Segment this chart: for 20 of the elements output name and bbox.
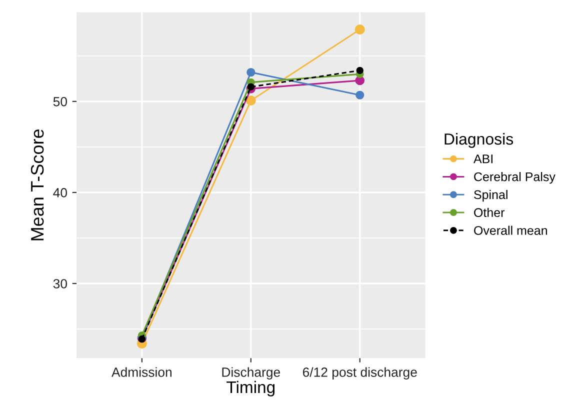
y-tick-label: 30 [53, 279, 68, 288]
legend-label: Spinal [474, 190, 508, 202]
legend-title: Diagnosis [444, 132, 514, 148]
point [246, 68, 256, 77]
point [247, 83, 255, 90]
point [356, 66, 364, 74]
legend-label: Overall mean [474, 226, 547, 235]
point [246, 96, 256, 106]
x-tick-label: Discharge [222, 367, 280, 380]
legend-label: Other [474, 208, 505, 218]
legend-label: ABI [474, 154, 492, 164]
legend-label: Cerebral Palsy [474, 172, 556, 184]
point [356, 90, 364, 100]
x-axis-title: Timing [226, 380, 275, 396]
point [354, 24, 365, 35]
y-axis-title: Mean T-Score [30, 129, 44, 240]
y-tick-label: 40 [53, 188, 68, 198]
x-tick-label: Admission [112, 367, 172, 377]
x-tick-label: 6/12 post discharge [302, 367, 417, 380]
y-tick-label: 50 [53, 96, 68, 106]
